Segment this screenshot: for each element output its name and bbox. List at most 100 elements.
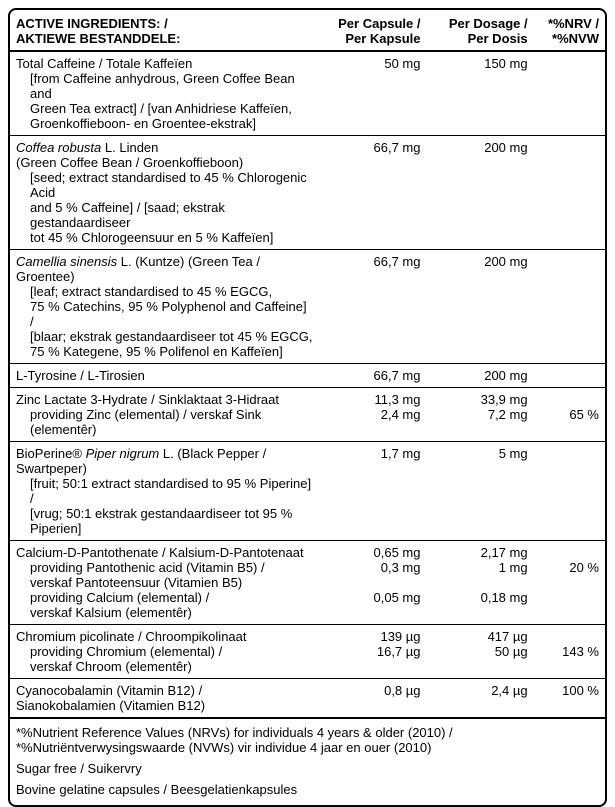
value-line: 66,7 mg (325, 254, 420, 269)
value-line: 0,8 µg (325, 683, 420, 698)
description-line: Groenkoffieboon- en Groentee-ekstrak] (16, 116, 313, 131)
description-line: [vrug; 50:1 ekstrak gestandaardiseer tot… (16, 506, 313, 536)
footer-row: *%Nutrient Reference Values (NRVs) for i… (10, 718, 605, 757)
per-capsule-value: 0,8 µg (319, 679, 426, 719)
value-line: 16,7 µg (325, 644, 420, 659)
nrv-value (534, 51, 605, 136)
nrv-value: 100 % (534, 679, 605, 719)
description-line: [seed; extract standardised to 45 % Chlo… (16, 170, 313, 200)
value-line: 33,9 mg (433, 392, 528, 407)
description-line: providing Chromium (elemental) / (16, 644, 313, 659)
description-line: [fruit; 50:1 extract standardised to 95 … (16, 476, 313, 506)
description-line: (Green Coffee Bean / Groenkoffieboon) (16, 155, 313, 170)
footer-text-2: Sugar free / Suikervry (16, 761, 599, 776)
ingredient-description: Total Caffeine / Totale Kaffeïen[from Ca… (10, 51, 319, 136)
description-line: tot 45 % Chlorogeensuur en 5 % Kaffeïen] (16, 230, 313, 245)
header-ingredients-l1: ACTIVE INGREDIENTS: / (16, 16, 313, 31)
description-line: Total Caffeine / Totale Kaffeïen (16, 56, 313, 71)
table-row: Camellia sinensis L. (Kuntze) (Green Tea… (10, 250, 605, 364)
value-line (540, 368, 599, 383)
value-line (540, 254, 599, 269)
table-row: L-Tyrosine / L-Tirosien66,7 mg200 mg (10, 364, 605, 388)
header-per-capsule: Per Capsule / Per Kapsule (319, 10, 426, 51)
value-line: 139 µg (325, 629, 420, 644)
value-line: 0,18 mg (433, 590, 528, 605)
table-row: BioPerine® Piper nigrum L. (Black Pepper… (10, 442, 605, 541)
value-line: 66,7 mg (325, 140, 420, 155)
table-row: Chromium picolinate / Chroompikolinaatpr… (10, 625, 605, 679)
description-line: Sianokobalamien (Vitamien B12) (16, 698, 313, 713)
header-per-capsule-l1: Per Capsule / (325, 16, 420, 31)
description-line: 75 % Kategene, 95 % Polifenol en Kaffeïe… (16, 344, 313, 359)
per-capsule-value: 1,7 mg (319, 442, 426, 541)
description-line: Camellia sinensis L. (Kuntze) (Green Tea… (16, 254, 313, 284)
value-line: 65 % (540, 407, 599, 422)
value-line: 1 mg (433, 560, 528, 575)
header-nrv: *%NRV / *%NVW (534, 10, 605, 51)
value-line (540, 629, 599, 644)
ingredient-description: Camellia sinensis L. (Kuntze) (Green Tea… (10, 250, 319, 364)
value-line: 200 mg (433, 368, 528, 383)
nrv-value (534, 442, 605, 541)
footer-line: Bovine gelatine capsules / Beesgelatienk… (10, 778, 605, 805)
value-line: 20 % (540, 560, 599, 575)
description-line: Green Tea extract] / [van Anhidriese Kaf… (16, 101, 313, 116)
per-dosage-value: 2,17 mg1 mg 0,18 mg (427, 541, 534, 625)
value-line: 0,65 mg (325, 545, 420, 560)
value-line: 200 mg (433, 254, 528, 269)
nrv-value (534, 250, 605, 364)
footer-row: Bovine gelatine capsules / Beesgelatienk… (10, 778, 605, 805)
value-line: 66,7 mg (325, 368, 420, 383)
value-line: 1,7 mg (325, 446, 420, 461)
per-capsule-value: 11,3 mg2,4 mg (319, 388, 426, 442)
value-line (540, 392, 599, 407)
table-row: Calcium-D-Pantothenate / Kalsium-D-Panto… (10, 541, 605, 625)
value-line: 143 % (540, 644, 599, 659)
header-ingredients: ACTIVE INGREDIENTS: / AKTIEWE BESTANDDEL… (10, 10, 319, 51)
ingredient-description: Chromium picolinate / Chroompikolinaatpr… (10, 625, 319, 679)
value-line: 2,4 mg (325, 407, 420, 422)
description-line: [from Caffeine anhydrous, Green Coffee B… (16, 71, 313, 101)
ingredient-description: Zinc Lactate 3-Hydrate / Sinklaktaat 3-H… (10, 388, 319, 442)
per-capsule-value: 0,65 mg0,3 mg 0,05 mg (319, 541, 426, 625)
value-line: 50 mg (325, 56, 420, 71)
description-line: Coffea robusta L. Linden (16, 140, 313, 155)
description-line: [leaf; extract standardised to 45 % EGCG… (16, 284, 313, 299)
value-line (540, 590, 599, 605)
description-line: BioPerine® Piper nigrum L. (Black Pepper… (16, 446, 313, 476)
nrv-value (534, 364, 605, 388)
ingredients-table: ACTIVE INGREDIENTS: / AKTIEWE BESTANDDEL… (10, 10, 605, 805)
header-per-dosage-l2: Per Dosis (433, 31, 528, 46)
nrv-value: 20 % (534, 541, 605, 625)
ingredient-description: Calcium-D-Pantothenate / Kalsium-D-Panto… (10, 541, 319, 625)
description-line: providing Zinc (elemental) / verskaf Sin… (16, 407, 313, 437)
description-line: Cyanocobalamin (Vitamin B12) / (16, 683, 313, 698)
value-line (540, 575, 599, 590)
value-line: 11,3 mg (325, 392, 420, 407)
nrv-value: 143 % (534, 625, 605, 679)
header-nrv-l1: *%NRV / (540, 16, 599, 31)
value-line: 0,3 mg (325, 560, 420, 575)
ingredient-description: Cyanocobalamin (Vitamin B12) /Sianokobal… (10, 679, 319, 719)
per-dosage-value: 417 µg50 µg (427, 625, 534, 679)
value-line: 417 µg (433, 629, 528, 644)
per-dosage-value: 200 mg (427, 136, 534, 250)
header-per-dosage-l1: Per Dosage / (433, 16, 528, 31)
description-line: and 5 % Caffeine] / [saad; ekstrak gesta… (16, 200, 313, 230)
description-line: Zinc Lactate 3-Hydrate / Sinklaktaat 3-H… (16, 392, 313, 407)
per-dosage-value: 2,4 µg (427, 679, 534, 719)
table-row: Cyanocobalamin (Vitamin B12) /Sianokobal… (10, 679, 605, 719)
per-capsule-value: 139 µg16,7 µg (319, 625, 426, 679)
nrv-value: 65 % (534, 388, 605, 442)
description-line: providing Pantothenic acid (Vitamin B5) … (16, 560, 313, 575)
description-line: verskaf Chroom (elementêr) (16, 659, 313, 674)
per-dosage-value: 200 mg (427, 364, 534, 388)
header-ingredients-l2: AKTIEWE BESTANDDELE: (16, 31, 313, 46)
per-dosage-value: 5 mg (427, 442, 534, 541)
footer-row: Sugar free / Suikervry (10, 757, 605, 778)
header-per-dosage: Per Dosage / Per Dosis (427, 10, 534, 51)
table-row: Zinc Lactate 3-Hydrate / Sinklaktaat 3-H… (10, 388, 605, 442)
description-line: Calcium-D-Pantothenate / Kalsium-D-Panto… (16, 545, 313, 560)
header-per-capsule-l2: Per Kapsule (325, 31, 420, 46)
description-line: Chromium picolinate / Chroompikolinaat (16, 629, 313, 644)
